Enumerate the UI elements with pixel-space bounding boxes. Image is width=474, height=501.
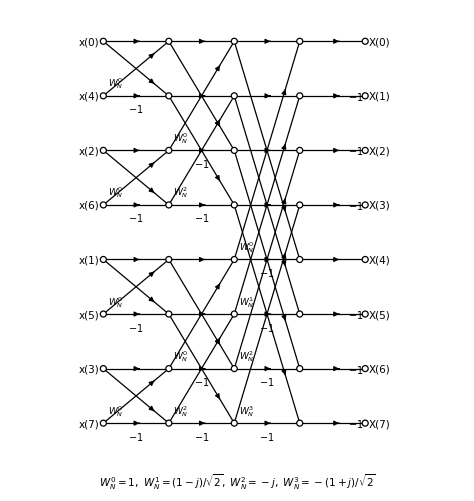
Circle shape	[231, 148, 237, 154]
Circle shape	[231, 257, 237, 263]
Text: X(2): X(2)	[369, 146, 391, 156]
Circle shape	[362, 257, 368, 263]
Circle shape	[362, 202, 368, 208]
Text: $-1$: $-1$	[347, 91, 363, 103]
Text: $-1$: $-1$	[194, 212, 209, 224]
Text: $-1$: $-1$	[259, 430, 275, 442]
Circle shape	[297, 257, 303, 263]
Circle shape	[362, 94, 368, 100]
Circle shape	[166, 94, 172, 100]
Circle shape	[297, 366, 303, 372]
Circle shape	[297, 39, 303, 45]
Circle shape	[297, 420, 303, 426]
Text: X(4): X(4)	[369, 255, 391, 265]
Circle shape	[362, 420, 368, 426]
Text: $-1$: $-1$	[194, 158, 209, 170]
Circle shape	[100, 202, 106, 208]
Circle shape	[166, 257, 172, 263]
Circle shape	[231, 366, 237, 372]
Text: x(0): x(0)	[79, 37, 100, 47]
Text: $W_N^0 = 1,\ W_N^1 = (1-j)/\sqrt{2},\ W_N^2 = -j,\ W_N^3 = -(1+j)/\sqrt{2}$: $W_N^0 = 1,\ W_N^1 = (1-j)/\sqrt{2},\ W_…	[99, 471, 375, 491]
Circle shape	[231, 94, 237, 100]
Text: x(3): x(3)	[79, 364, 100, 374]
Text: $-1$: $-1$	[259, 321, 275, 333]
Text: $W_N^0$: $W_N^0$	[239, 239, 255, 255]
Text: $-1$: $-1$	[347, 417, 363, 429]
Text: x(4): x(4)	[79, 92, 100, 102]
Text: $W_N^2$: $W_N^2$	[173, 403, 189, 418]
Circle shape	[231, 312, 237, 318]
Text: X(5): X(5)	[369, 310, 391, 320]
Circle shape	[231, 420, 237, 426]
Text: x(1): x(1)	[79, 255, 100, 265]
Circle shape	[297, 202, 303, 208]
Circle shape	[362, 366, 368, 372]
Circle shape	[100, 312, 106, 318]
Text: $W_N^0$: $W_N^0$	[173, 131, 189, 146]
Circle shape	[231, 202, 237, 208]
Text: $-1$: $-1$	[128, 103, 144, 115]
Text: $W_N^2$: $W_N^2$	[239, 349, 255, 363]
Text: x(7): x(7)	[79, 418, 100, 428]
Text: $W_N^3$: $W_N^3$	[239, 403, 255, 418]
Text: $-1$: $-1$	[347, 145, 363, 157]
Circle shape	[100, 257, 106, 263]
Circle shape	[166, 202, 172, 208]
Circle shape	[166, 39, 172, 45]
Text: $-1$: $-1$	[347, 199, 363, 211]
Text: x(6): x(6)	[79, 200, 100, 210]
Text: x(5): x(5)	[79, 310, 100, 320]
Circle shape	[100, 39, 106, 45]
Text: x(2): x(2)	[79, 146, 100, 156]
Text: $W_N^0$: $W_N^0$	[173, 349, 189, 363]
Text: X(1): X(1)	[369, 92, 391, 102]
Circle shape	[297, 94, 303, 100]
Text: $W_N^0$: $W_N^0$	[108, 294, 123, 309]
Text: $W_N^0$: $W_N^0$	[108, 185, 123, 200]
Text: $-1$: $-1$	[194, 375, 209, 387]
Circle shape	[297, 148, 303, 154]
Text: X(0): X(0)	[369, 37, 391, 47]
Text: X(3): X(3)	[369, 200, 391, 210]
Text: $-1$: $-1$	[259, 375, 275, 387]
Circle shape	[166, 312, 172, 318]
Circle shape	[166, 366, 172, 372]
Circle shape	[362, 39, 368, 45]
Text: $W_N^0$: $W_N^0$	[108, 403, 123, 418]
Text: $-1$: $-1$	[128, 430, 144, 442]
Circle shape	[166, 420, 172, 426]
Text: $W_N^2$: $W_N^2$	[173, 185, 189, 200]
Text: $-1$: $-1$	[128, 321, 144, 333]
Text: $-1$: $-1$	[347, 309, 363, 321]
Text: $W_N^1$: $W_N^1$	[239, 294, 255, 309]
Circle shape	[100, 366, 106, 372]
Circle shape	[100, 94, 106, 100]
Circle shape	[297, 312, 303, 318]
Circle shape	[100, 420, 106, 426]
Text: $-1$: $-1$	[194, 430, 209, 442]
Text: $-1$: $-1$	[259, 267, 275, 279]
Text: $W_N^0$: $W_N^0$	[108, 76, 123, 91]
Text: $-1$: $-1$	[347, 363, 363, 375]
Circle shape	[100, 148, 106, 154]
Circle shape	[231, 39, 237, 45]
Circle shape	[362, 312, 368, 318]
Text: X(7): X(7)	[369, 418, 391, 428]
Text: X(6): X(6)	[369, 364, 391, 374]
Text: $-1$: $-1$	[128, 212, 144, 224]
Circle shape	[166, 148, 172, 154]
Circle shape	[362, 148, 368, 154]
